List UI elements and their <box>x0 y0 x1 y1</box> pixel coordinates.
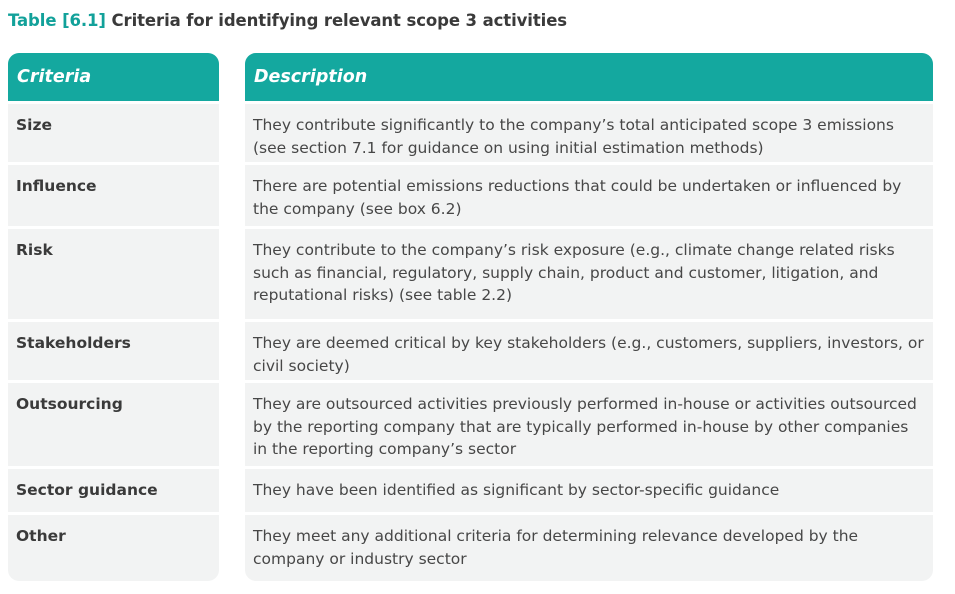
criteria-cell: Stakeholders <box>8 322 219 380</box>
table-row: Sector guidance They have been identifie… <box>8 469 933 512</box>
criteria-cell: Other <box>8 515 219 581</box>
description-cell: There are potential emissions reductions… <box>245 165 933 226</box>
criteria-cell: Outsourcing <box>8 383 219 466</box>
criteria-cell: Influence <box>8 165 219 226</box>
description-cell: They contribute to the company’s risk ex… <box>245 229 933 319</box>
table-number: Table [6.1] <box>8 11 106 30</box>
table-title: Table [6.1] Criteria for identifying rel… <box>8 11 567 30</box>
table-row: Other They meet any additional criteria … <box>8 515 933 581</box>
description-cell: They are outsourced activities previousl… <box>245 383 933 466</box>
table-row: Influence There are potential emissions … <box>8 165 933 226</box>
table-row: Risk They contribute to the company’s ri… <box>8 229 933 319</box>
table-row: Outsourcing They are outsourced activiti… <box>8 383 933 466</box>
description-cell: They meet any additional criteria for de… <box>245 515 933 581</box>
criteria-cell: Size <box>8 104 219 162</box>
table-row: Size They contribute significantly to th… <box>8 104 933 162</box>
description-cell: They contribute significantly to the com… <box>245 104 933 162</box>
criteria-cell: Risk <box>8 229 219 319</box>
table-header-row: Criteria Description <box>8 53 933 101</box>
description-cell: They have been identified as significant… <box>245 469 933 512</box>
header-criteria: Criteria <box>8 53 219 101</box>
criteria-table: Criteria Description Size They contribut… <box>8 53 933 581</box>
header-description: Description <box>245 53 933 101</box>
criteria-cell: Sector guidance <box>8 469 219 512</box>
table-caption: Criteria for identifying relevant scope … <box>111 11 568 30</box>
description-cell: They are deemed critical by key stakehol… <box>245 322 933 380</box>
table-row: Stakeholders They are deemed critical by… <box>8 322 933 380</box>
